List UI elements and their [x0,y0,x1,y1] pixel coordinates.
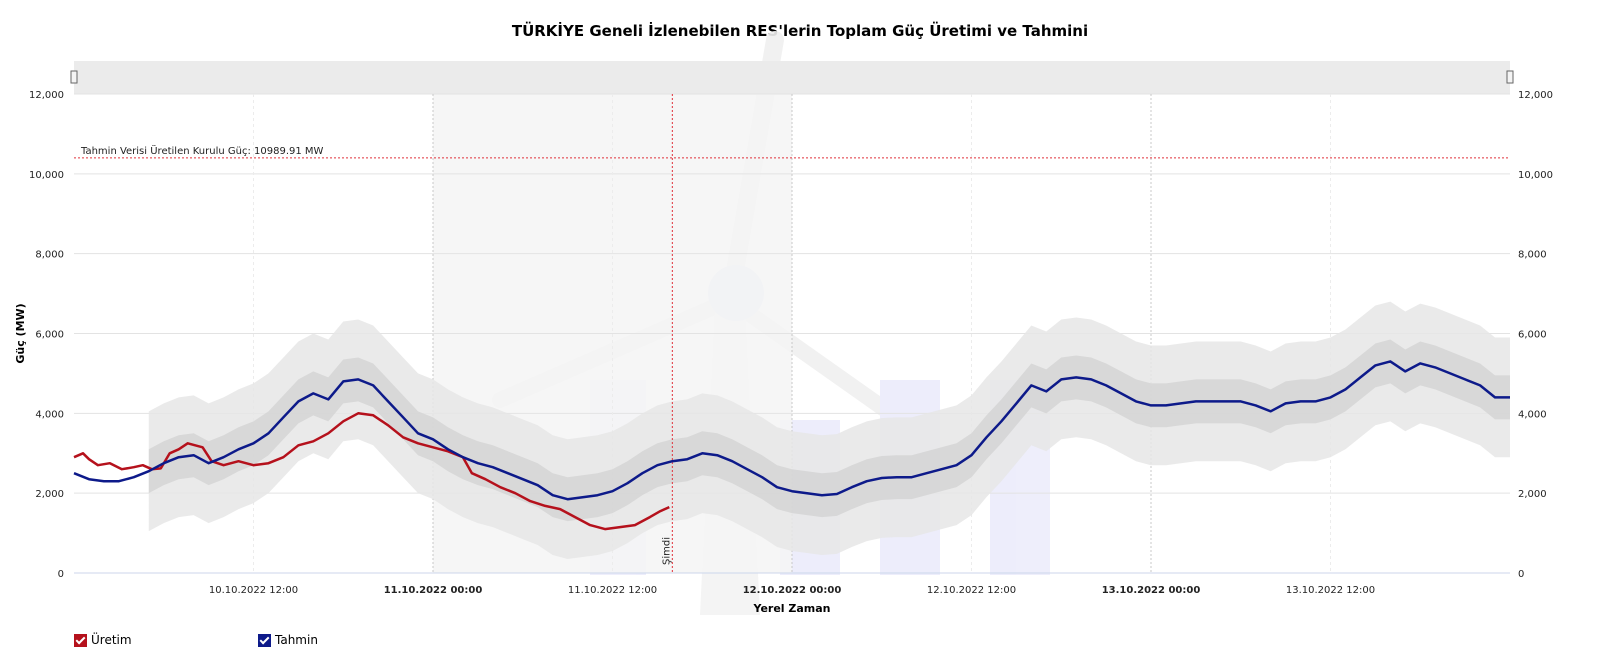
x-tick-label: 12.10.2022 00:00 [743,585,842,596]
legend-checkbox-uretim[interactable] [74,633,87,647]
y-tick-label-left: 8,000 [35,250,64,261]
x-tick-label: 11.10.2022 12:00 [568,585,657,596]
y-tick-label-right: 4,000 [1518,409,1547,420]
confidence-band [148,301,1511,560]
legend-label-tahmin: Tahmin [275,633,318,647]
x-tick-label: 11.10.2022 00:00 [384,585,483,596]
x-tick-label: 10.10.2022 12:00 [209,585,298,596]
navigator-left-handle[interactable] [70,70,78,84]
legend-item-uretim[interactable]: Üretim [74,632,132,648]
y-tick-label-right: 10,000 [1518,170,1553,181]
legend-checkbox-tahmin[interactable] [258,633,271,647]
now-marker: Şimdi [661,94,673,573]
navigator-right-handle[interactable] [1506,70,1514,84]
x-tick-label: 13.10.2022 12:00 [1286,585,1375,596]
y-tick-label-right: 12,000 [1518,90,1553,101]
axes: 0 0 2,000 2,000 4,000 4,000 6,000 6,000 8,000 8,0… [14,90,1553,615]
range-navigator[interactable] [70,61,1514,94]
series-line-Üretim [73,412,670,531]
series-group [73,360,1510,531]
y-tick-label-left: 6,000 [35,330,64,341]
reference-line: Tahmin Verisi Üretilen Kurulu Güç: 10989… [74,144,1510,159]
y-tick-label-left: 2,000 [35,489,64,500]
band-outer [148,301,1511,560]
x-axis-title: Yerel Zaman [752,602,830,615]
y-tick-label-left: 4,000 [35,409,64,420]
band-inner [148,339,1511,522]
y-tick-label-left: 12,000 [29,90,64,101]
series-line-Tahmin [73,360,1510,501]
legend-item-tahmin[interactable]: Tahmin [258,632,318,648]
y-axis-title: Güç (MW) [14,303,27,363]
y-tick-label-right: 8,000 [1518,250,1547,261]
y-tick-label-right: 6,000 [1518,330,1547,341]
legend-label-uretim: Üretim [91,633,132,647]
y-tick-label-right: 0 [1518,569,1524,580]
now-label: Şimdi [661,537,672,565]
y-tick-label-left: 10,000 [29,170,64,181]
y-tick-label-left: 0 [58,569,64,580]
x-tick-label: 12.10.2022 12:00 [927,585,1016,596]
x-tick-label: 13.10.2022 00:00 [1102,585,1201,596]
chart-title: TÜRKİYE Geneli İzlenebilen RES'lerin Top… [511,22,1089,40]
capacity-label: Tahmin Verisi Üretilen Kurulu Güç: 10989… [80,144,324,157]
y-tick-label-right: 2,000 [1518,489,1547,500]
